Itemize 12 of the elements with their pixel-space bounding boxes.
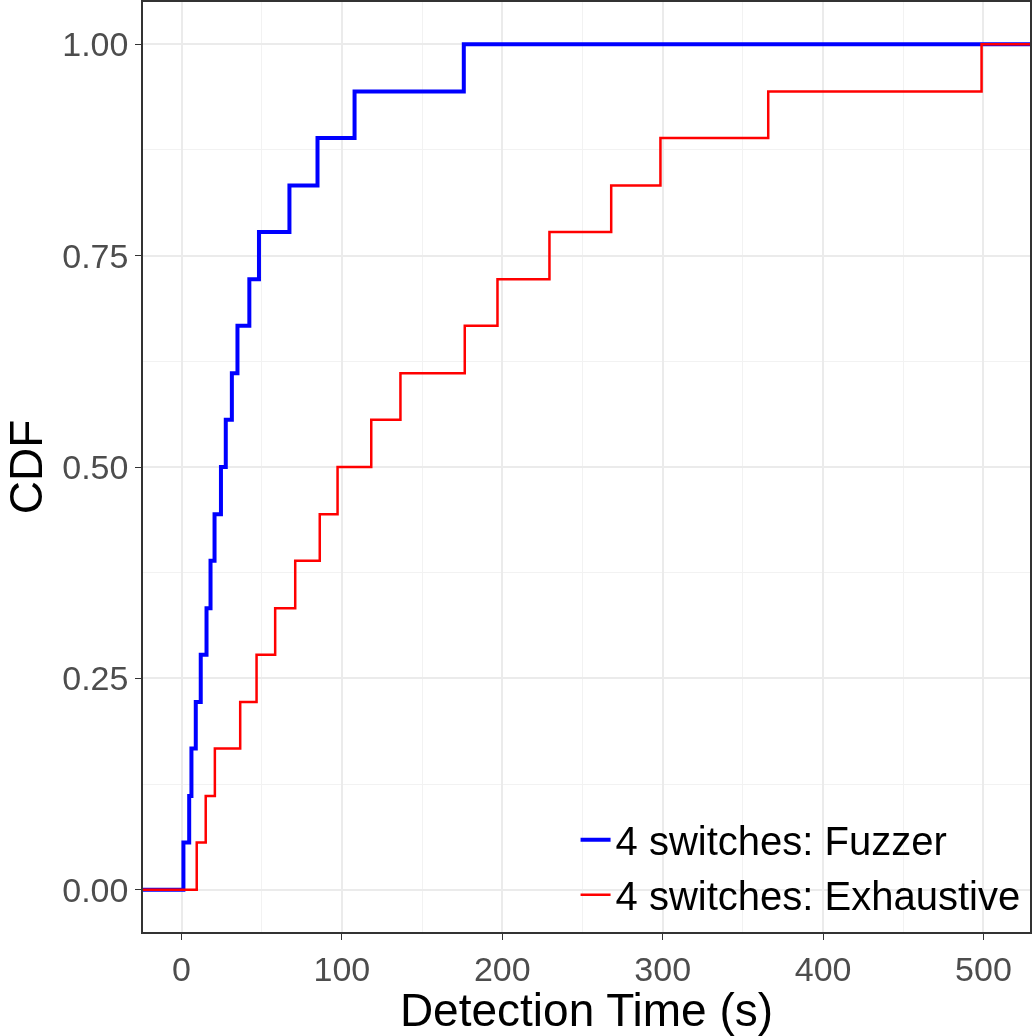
x-tick-label: 0 — [172, 949, 191, 988]
x-tick-label: 500 — [955, 949, 1012, 988]
x-tick-label: 400 — [794, 949, 852, 988]
y-axis-title: CDF — [0, 419, 52, 515]
y-tick-label: 0.50 — [62, 447, 129, 486]
y-tick-label: 0.25 — [62, 659, 129, 698]
y-tick-label: 0.75 — [62, 236, 129, 275]
x-tick-label: 100 — [313, 949, 371, 988]
legend-label: 4 switches: Exhaustive — [615, 874, 1021, 919]
y-tick-label: 0.00 — [62, 870, 129, 909]
legend-label: 4 switches: Fuzzer — [615, 819, 947, 864]
y-tick-label: 1.00 — [62, 25, 129, 64]
